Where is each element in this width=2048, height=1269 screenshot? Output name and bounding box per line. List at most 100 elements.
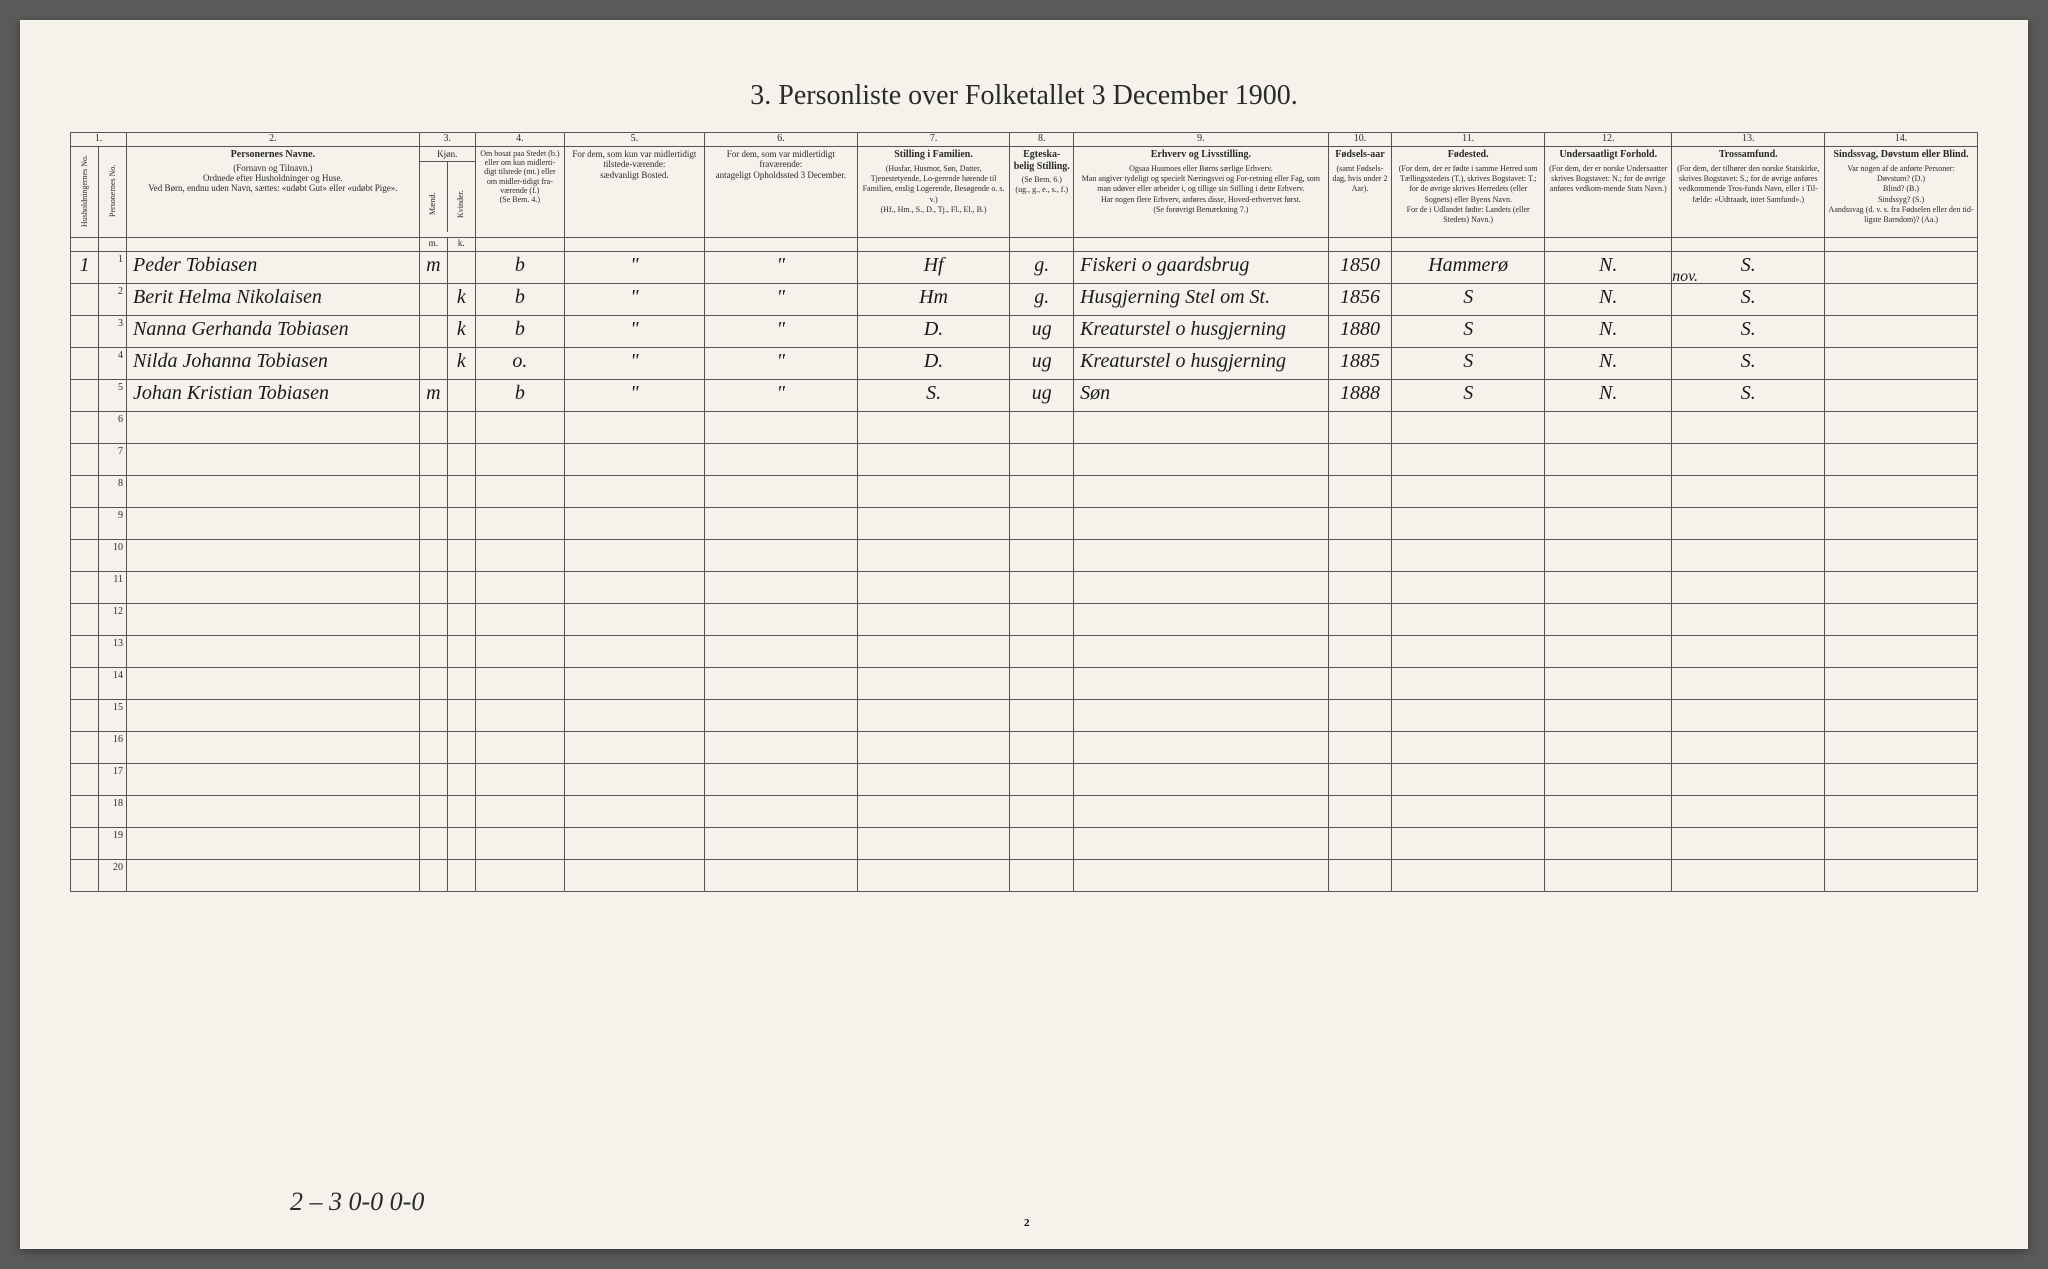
colnum: 4. bbox=[475, 133, 564, 147]
cell-c14 bbox=[1825, 252, 1978, 284]
cell-k: k bbox=[447, 348, 475, 380]
header-row: Husholdningernes No. Personernes No. Per… bbox=[71, 147, 1978, 238]
cell-tro: S. bbox=[1672, 316, 1825, 348]
cell-egt: ug bbox=[1010, 380, 1074, 412]
h-husholdning: Husholdningernes No. bbox=[71, 147, 99, 238]
cell-pnr: 16 bbox=[99, 732, 127, 764]
cell-pnr: 15 bbox=[99, 700, 127, 732]
colnum: 2. bbox=[127, 133, 420, 147]
cell-erhverv: Husgjerning Stel om St. bbox=[1074, 284, 1329, 316]
colnum: 14. bbox=[1825, 133, 1978, 147]
cell-k: k bbox=[447, 284, 475, 316]
cell-fsted: S bbox=[1392, 348, 1545, 380]
table-row-empty: 17 bbox=[71, 764, 1978, 796]
h-mt-tilstede: For dem, som kun var midlertidigt tilste… bbox=[564, 147, 704, 238]
page-number: 2 bbox=[1024, 1217, 1030, 1229]
cell-egt: g. bbox=[1010, 284, 1074, 316]
h-bosat: Om bosat paa Stedet (b.) eller om kun mi… bbox=[475, 147, 564, 238]
colnum: 3. bbox=[419, 133, 475, 147]
cell-hnr bbox=[71, 284, 99, 316]
h-stilling-fam: Stilling i Familien. (Husfar, Husmor, Sø… bbox=[857, 147, 1010, 238]
cell-fsted: S bbox=[1392, 316, 1545, 348]
cell-c5: " bbox=[564, 252, 704, 284]
table-row-empty: 6 bbox=[71, 412, 1978, 444]
cell-aar: 1856 bbox=[1328, 284, 1392, 316]
table-row-empty: 20 bbox=[71, 860, 1978, 892]
cell-pnr: 17 bbox=[99, 764, 127, 796]
cell-name: Nilda Johanna Tobiasen bbox=[127, 348, 420, 380]
table-row-empty: 15 bbox=[71, 700, 1978, 732]
cell-name: Nanna Gerhanda Tobiasen bbox=[127, 316, 420, 348]
cell-bosat: b bbox=[475, 316, 564, 348]
colnum: 5. bbox=[564, 133, 704, 147]
cell-c6: " bbox=[704, 380, 857, 412]
colnum: 6. bbox=[704, 133, 857, 147]
table-row-empty: 14 bbox=[71, 668, 1978, 700]
cell-pnr: 19 bbox=[99, 828, 127, 860]
table-row-empty: 7 bbox=[71, 444, 1978, 476]
cell-pnr: 7 bbox=[99, 444, 127, 476]
h-trossamfund: Trossamfund. (For dem, der tilhører den … bbox=[1672, 147, 1825, 238]
table-body: 11Peder Tobiasenmb""Hfg.Fiskeri o gaards… bbox=[71, 252, 1978, 892]
cell-bosat: o. bbox=[475, 348, 564, 380]
table-row-empty: 18 bbox=[71, 796, 1978, 828]
table-row: 5Johan Kristian Tobiasenmb""S.ugSøn1888S… bbox=[71, 380, 1978, 412]
h-navne: Personernes Navne. (Fornavn og Tilnavn.)… bbox=[127, 147, 420, 238]
colnum: 11. bbox=[1392, 133, 1545, 147]
table-row: 2Berit Helma Nikolaisenkb""Hmg.Husgjerni… bbox=[71, 284, 1978, 316]
cell-c5: " bbox=[564, 284, 704, 316]
cell-fam: S. bbox=[857, 380, 1010, 412]
footer-annotation: 2 – 3 0-0 0-0 bbox=[290, 1187, 424, 1217]
table-head: 1. 2. 3. 4. 5. 6. 7. 8. 9. 10. 11. 12. 1… bbox=[71, 133, 1978, 252]
cell-c14 bbox=[1825, 284, 1978, 316]
cell-egt: ug bbox=[1010, 348, 1074, 380]
cell-und: N. bbox=[1545, 284, 1672, 316]
cell-fam: Hf bbox=[857, 252, 1010, 284]
cell-erhverv: Fiskeri o gaardsbrug bbox=[1074, 252, 1329, 284]
h-kjon: Kjøn. Mænd. Kvinder. bbox=[419, 147, 475, 238]
cell-pnr: 20 bbox=[99, 860, 127, 892]
cell-bosat: b bbox=[475, 252, 564, 284]
cell-fsted: Hammerø bbox=[1392, 252, 1545, 284]
cell-k bbox=[447, 380, 475, 412]
colnum: 1. bbox=[71, 133, 127, 147]
cell-pnr: 2 bbox=[99, 284, 127, 316]
cell-egt: g. bbox=[1010, 252, 1074, 284]
census-table: 1. 2. 3. 4. 5. 6. 7. 8. 9. 10. 11. 12. 1… bbox=[70, 132, 1978, 892]
h-egteskab: Egteska-belig Stilling. (Se Bem. 6.) (ug… bbox=[1010, 147, 1074, 238]
cell-pnr: 8 bbox=[99, 476, 127, 508]
page-title: 3. Personliste over Folketallet 3 Decemb… bbox=[70, 80, 1978, 112]
cell-m: m bbox=[419, 380, 447, 412]
cell-tro: S. bbox=[1672, 380, 1825, 412]
cell-hnr: 1 bbox=[71, 252, 99, 284]
cell-erhverv: Kreaturstel o husgjerning bbox=[1074, 348, 1329, 380]
cell-pnr: 13 bbox=[99, 636, 127, 668]
cell-pnr: 11 bbox=[99, 572, 127, 604]
cell-pnr: 18 bbox=[99, 796, 127, 828]
table-row-empty: 8 bbox=[71, 476, 1978, 508]
cell-pnr: 3 bbox=[99, 316, 127, 348]
cell-aar: 1885 bbox=[1328, 348, 1392, 380]
cell-pnr: 4 bbox=[99, 348, 127, 380]
cell-c5: " bbox=[564, 380, 704, 412]
cell-c6: " bbox=[704, 316, 857, 348]
annotation-nov: nov. bbox=[1672, 268, 1698, 286]
cell-pnr: 10 bbox=[99, 540, 127, 572]
cell-egt: ug bbox=[1010, 316, 1074, 348]
cell-m bbox=[419, 348, 447, 380]
table-row-empty: 11 bbox=[71, 572, 1978, 604]
cell-und: N. bbox=[1545, 252, 1672, 284]
cell-bosat: b bbox=[475, 380, 564, 412]
table-row-empty: 13 bbox=[71, 636, 1978, 668]
cell-m bbox=[419, 284, 447, 316]
cell-k: k bbox=[447, 316, 475, 348]
cell-und: N. bbox=[1545, 348, 1672, 380]
cell-aar: 1888 bbox=[1328, 380, 1392, 412]
cell-aar: 1880 bbox=[1328, 316, 1392, 348]
cell-und: N. bbox=[1545, 380, 1672, 412]
h-person-nr: Personernes No. bbox=[99, 147, 127, 238]
cell-bosat: b bbox=[475, 284, 564, 316]
colnum: 9. bbox=[1074, 133, 1329, 147]
cell-c14 bbox=[1825, 380, 1978, 412]
cell-tro: S. bbox=[1672, 348, 1825, 380]
